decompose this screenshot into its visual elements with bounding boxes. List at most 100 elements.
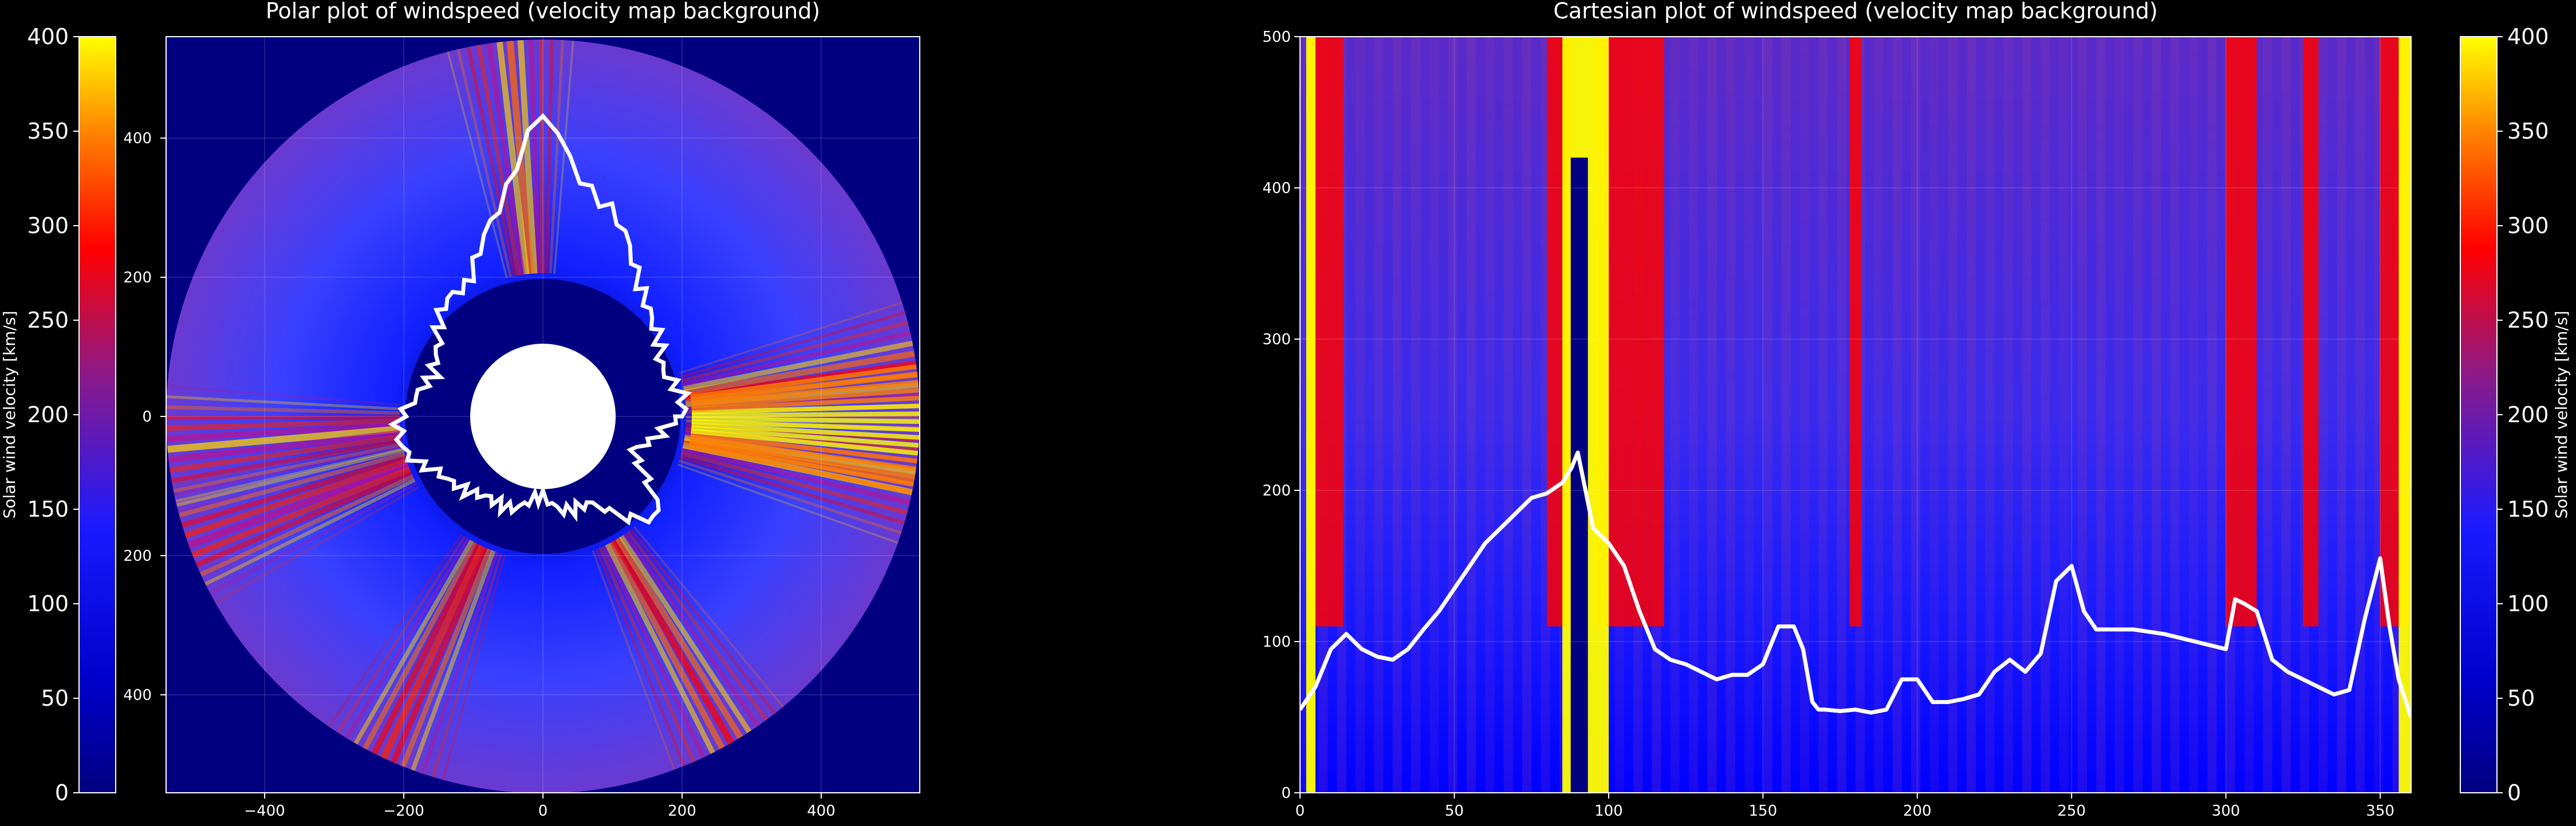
polar-wind-ray [626,530,768,721]
polar-wind-ray [353,540,474,745]
cartesian-streak [1818,37,1828,793]
cartesian-streak [1985,37,1995,793]
cartesian-streak [1448,37,1458,793]
cartesian-streak [2356,37,2365,793]
cartesian-red-band [1849,37,1862,627]
polar-wind-ray [195,470,413,568]
polar-y-tick-label: 200 [123,548,152,565]
cartesian-y-tick-label: 100 [1262,634,1291,651]
polar-grid [166,37,920,793]
cartesian-streak [2152,37,2161,793]
polar-wind-ray [175,447,404,503]
colorbar-tick-label: 250 [27,308,69,333]
cartesian-streak [1522,37,1532,793]
colorbar-right: 0 50 100 150 200 250 300 350 400 Solar wind velo… [2460,24,2571,805]
polar-wind-ray [690,435,917,471]
polar-y-ticks: 400 200 0 200 400 [123,130,166,704]
cartesian-x-tick-label: 300 [2212,803,2240,820]
polar-wind-ray [691,388,919,408]
polar-wind-ray [690,438,916,479]
cartesian-yellow-band [2398,37,2411,793]
polar-x-tick-label: −400 [244,803,285,820]
cartesian-streak [1670,37,1680,793]
cartesian-streak [2003,37,2013,793]
polar-wind-ray [691,411,920,418]
cartesian-streak [1781,37,1791,793]
polar-wind-ray [411,550,496,771]
polar-wind-ray [466,46,517,277]
polar-wind-ray [187,462,410,549]
polar-wind-ray [200,474,414,577]
cartesian-x-tick-label: 250 [2057,803,2086,820]
cartesian-grid [1300,37,2411,793]
colorbar-right-gradient [2460,36,2498,793]
polar-wind-ray [544,40,554,274]
polar-wind-ray [447,51,508,278]
colorbar-tick-label: 50 [2507,686,2535,711]
colorbar-tick-label: 150 [2507,497,2549,522]
polar-wind-ray [442,554,506,780]
polar-wind-ray [171,438,403,483]
colorbar-tick-label: 350 [27,119,69,144]
cartesian-streak [1763,37,1773,793]
polar-wind-ray [592,550,675,770]
cartesian-x-tick-label: 50 [1445,803,1464,820]
polar-wind-rays [166,39,920,780]
cartesian-x-tick-label: 0 [1295,803,1305,820]
colorbar-tick-label: 150 [27,497,69,522]
polar-wind-ray [683,340,913,391]
polar-wind-ray [191,466,411,558]
polar-wind-ray [172,441,403,486]
polar-wind-ray [595,548,686,766]
polar-x-tick-label: 200 [668,803,696,820]
colorbar-tick-label: 0 [55,780,69,805]
polar-wind-ray [371,543,482,755]
cartesian-streak [1911,37,1921,793]
colorbar-tick-label: 100 [27,591,69,616]
cartesian-x-tick-label: 350 [2366,803,2394,820]
polar-wind-ray [431,553,503,777]
polar-wind-ray [204,478,416,586]
polar-wind-ray [170,434,402,473]
polar-wind-ray [166,415,400,420]
polar-wind-ray [683,351,915,396]
polar-wind-ray [549,40,564,274]
cartesian-y-ticks: 0 100 200 300 400 500 [1262,29,1300,802]
cartesian-streak [2114,37,2124,793]
cartesian-streak [1948,37,1957,793]
polar-contour-line [388,113,692,526]
cartesian-dark-spike [1570,158,1588,793]
polar-wind-ray [682,446,911,505]
polar-wind-ray [167,425,401,453]
cartesian-y-tick-label: 500 [1262,29,1291,46]
polar-wind-ray [605,543,715,754]
colorbar-tick-label: 300 [27,213,69,238]
colorbar-tick-label: 200 [2507,402,2549,427]
polar-wind-ray [166,418,400,431]
polar-wind-ray [682,331,911,387]
polar-wind-ray [601,545,706,759]
polar-wind-ray [476,44,521,276]
polar-wind-ray [691,419,920,432]
colorbar-tick-label: 250 [2507,308,2549,333]
polar-wind-ray [679,459,902,534]
cartesian-streak [1503,37,1513,793]
polar-wind-ray [553,40,574,274]
polar-wind-ray [179,451,405,518]
cartesian-streak [1744,37,1754,793]
cartesian-streak [2022,37,2032,793]
polar-wind-ray [691,380,919,406]
polar-wind-ray [598,546,696,763]
colorbar-tick-label: 300 [2507,213,2549,238]
polar-x-tick-label: 400 [807,803,836,820]
polar-wind-ray [677,463,899,544]
colorbar-left: 0 50 100 150 200 250 300 350 400 Solar wind velo… [0,24,116,805]
cartesian-red-band [2226,37,2257,627]
cartesian-wind-bands [1300,37,2411,793]
colorbar-tick-label: 400 [2507,24,2549,49]
colorbar-tick-label: 0 [2507,780,2521,805]
polar-wind-ray [690,372,918,402]
cartesian-plot: Cartesian plot of windspeed (velocity ma… [1262,0,2412,820]
cartesian-y-tick-label: 400 [1262,180,1291,197]
